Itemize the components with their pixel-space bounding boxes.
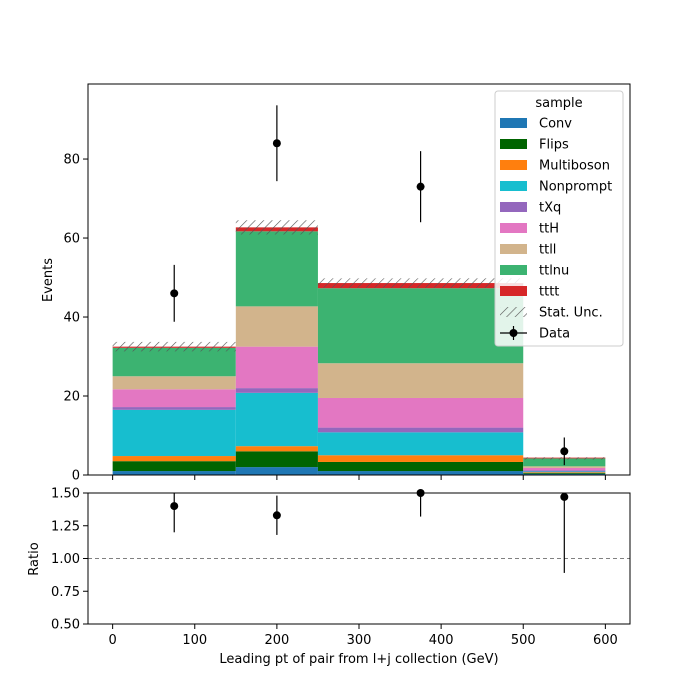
- legend-data-marker: [509, 329, 518, 337]
- legend-label-flips: Flips: [539, 138, 569, 153]
- legend-label-multiboson: Multiboson: [539, 159, 610, 174]
- legend-label-ttlnu: ttlnu: [539, 264, 569, 279]
- ratio-y-axis-label: Ratio: [27, 542, 42, 575]
- bar-ttll-bin-1: [235, 306, 318, 347]
- bar-nonprompt-bin-2: [317, 432, 524, 456]
- bar-tth-bin-2: [317, 397, 524, 428]
- legend-box: [494, 90, 624, 347]
- legend-label-tttt: tttt: [539, 285, 559, 300]
- bar-flips-bin-1: [235, 451, 318, 468]
- bar-multiboson-bin-1: [235, 446, 318, 452]
- data-points: [170, 105, 569, 466]
- bar-nonprompt-bin-1: [235, 392, 318, 447]
- legend-label-stat-unc: Stat. Unc.: [539, 306, 603, 321]
- legend-label-tth: ttH: [539, 222, 559, 237]
- data-point-0: [170, 289, 179, 298]
- bar-flips-bin-3: [523, 473, 606, 474]
- bar-txq-bin-0: [112, 407, 236, 410]
- legend: sample Conv Flips Multiboson Nonprompt tXq tt…: [494, 90, 624, 347]
- ratio-y-tick-label: 0.50: [51, 618, 80, 633]
- bar-multiboson-bin-3: [523, 472, 606, 474]
- data-point-2: [416, 182, 425, 191]
- legend-swatch-ttll: [500, 244, 527, 254]
- main-y-tick-label: 60: [63, 232, 80, 247]
- x-tick-label: 500: [511, 633, 536, 648]
- stat-unc-band-bin-1: [235, 220, 318, 235]
- bar-multiboson-bin-2: [317, 455, 524, 462]
- ratio-point-0: [170, 502, 179, 511]
- legend-swatch-tttt: [500, 286, 527, 296]
- legend-swatch-ttlnu: [500, 265, 527, 275]
- bar-ttlnu-bin-2: [317, 288, 524, 364]
- ratio-axes-frame: [87, 492, 631, 625]
- bar-ttlnu-bin-1: [235, 231, 318, 307]
- y-axis-label: Events: [41, 258, 56, 302]
- bar-conv-bin-3: [523, 473, 606, 475]
- x-tick-label: 100: [182, 633, 207, 648]
- bar-conv-bin-2: [317, 471, 524, 475]
- bar-tth-bin-1: [235, 346, 318, 389]
- ratio-y-tick-label: 1.25: [51, 519, 80, 534]
- main-y-tick-label: 40: [63, 311, 80, 326]
- ratio-point-3: [560, 492, 569, 501]
- bar-flips-bin-0: [112, 461, 236, 472]
- bar-conv-bin-1: [235, 467, 318, 475]
- bar-txq-bin-2: [317, 427, 524, 433]
- bar-nonprompt-bin-3: [523, 471, 606, 473]
- x-tick-label: 0: [108, 633, 116, 648]
- data-point-1: [272, 139, 281, 148]
- ratio-plot-area: 0 100 200 300 400 500 600 0.50 0.75 1.00 1.25 1.50…: [27, 487, 631, 667]
- legend-label-ttll: ttll: [539, 243, 556, 258]
- legend-items: Conv Flips Multiboson Nonprompt tXq ttH ttll tt…: [500, 117, 612, 342]
- ratio-y-tick-label: 0.75: [51, 585, 80, 600]
- legend-swatch-stat-unc: [500, 307, 527, 317]
- legend-swatch-txq: [500, 202, 527, 212]
- x-tick-label: 200: [264, 633, 289, 648]
- x-tick-label: 300: [347, 633, 372, 648]
- ratio-y-ticks: 0.50 0.75 1.00 1.25 1.50: [51, 487, 88, 633]
- bar-ttlnu-bin-0: [112, 347, 236, 377]
- x-tick-label: 600: [593, 633, 618, 648]
- legend-label-nonprompt: Nonprompt: [539, 180, 612, 195]
- main-y-tick-label: 20: [63, 390, 80, 405]
- main-plot-area: 0 20 40 60 80 Events: [41, 83, 631, 484]
- bar-tth-bin-3: [523, 467, 606, 471]
- legend-swatch-conv: [500, 118, 527, 128]
- bar-ttll-bin-2: [317, 363, 524, 398]
- stat-unc-band-bin-0: [112, 341, 236, 352]
- bar-ttll-bin-0: [112, 376, 236, 390]
- legend-label-txq: tXq: [539, 201, 561, 216]
- main-y-ticks: 0 20 40 60 80: [63, 153, 88, 484]
- bar-conv-bin-0: [112, 471, 236, 475]
- data-point-3: [560, 447, 569, 456]
- bar-ttll-bin-3: [523, 466, 606, 468]
- stacked-bars: [112, 227, 606, 475]
- ratio-y-tick-label: 1.50: [51, 487, 80, 502]
- stat-unc-band-bin-2: [317, 278, 524, 288]
- legend-swatch-flips: [500, 139, 527, 149]
- bar-txq-bin-1: [235, 388, 318, 393]
- bar-multiboson-bin-0: [112, 456, 236, 462]
- main-y-tick-label: 80: [63, 153, 80, 168]
- ratio-x-ticks: 0 100 200 300 400 500 600: [108, 624, 618, 648]
- legend-swatch-tth: [500, 223, 527, 233]
- x-axis-label: Leading pt of pair from l+j collection (…: [219, 652, 498, 667]
- legend-label-conv: Conv: [539, 117, 572, 132]
- ratio-point-1: [272, 511, 281, 520]
- bar-tth-bin-0: [112, 389, 236, 408]
- bar-txq-bin-3: [523, 470, 606, 472]
- ratio-y-tick-label: 1.00: [51, 552, 80, 567]
- legend-swatch-multiboson: [500, 160, 527, 170]
- main-y-tick-label: 0: [72, 469, 80, 484]
- bar-flips-bin-2: [317, 461, 524, 472]
- main-x-ticks: [112, 475, 606, 480]
- legend-swatch-nonprompt: [500, 181, 527, 191]
- legend-title: sample: [535, 96, 582, 111]
- legend-label-data: Data: [539, 327, 570, 342]
- bar-nonprompt-bin-0: [112, 409, 236, 457]
- ratio-points: [170, 489, 569, 573]
- x-tick-label: 400: [429, 633, 454, 648]
